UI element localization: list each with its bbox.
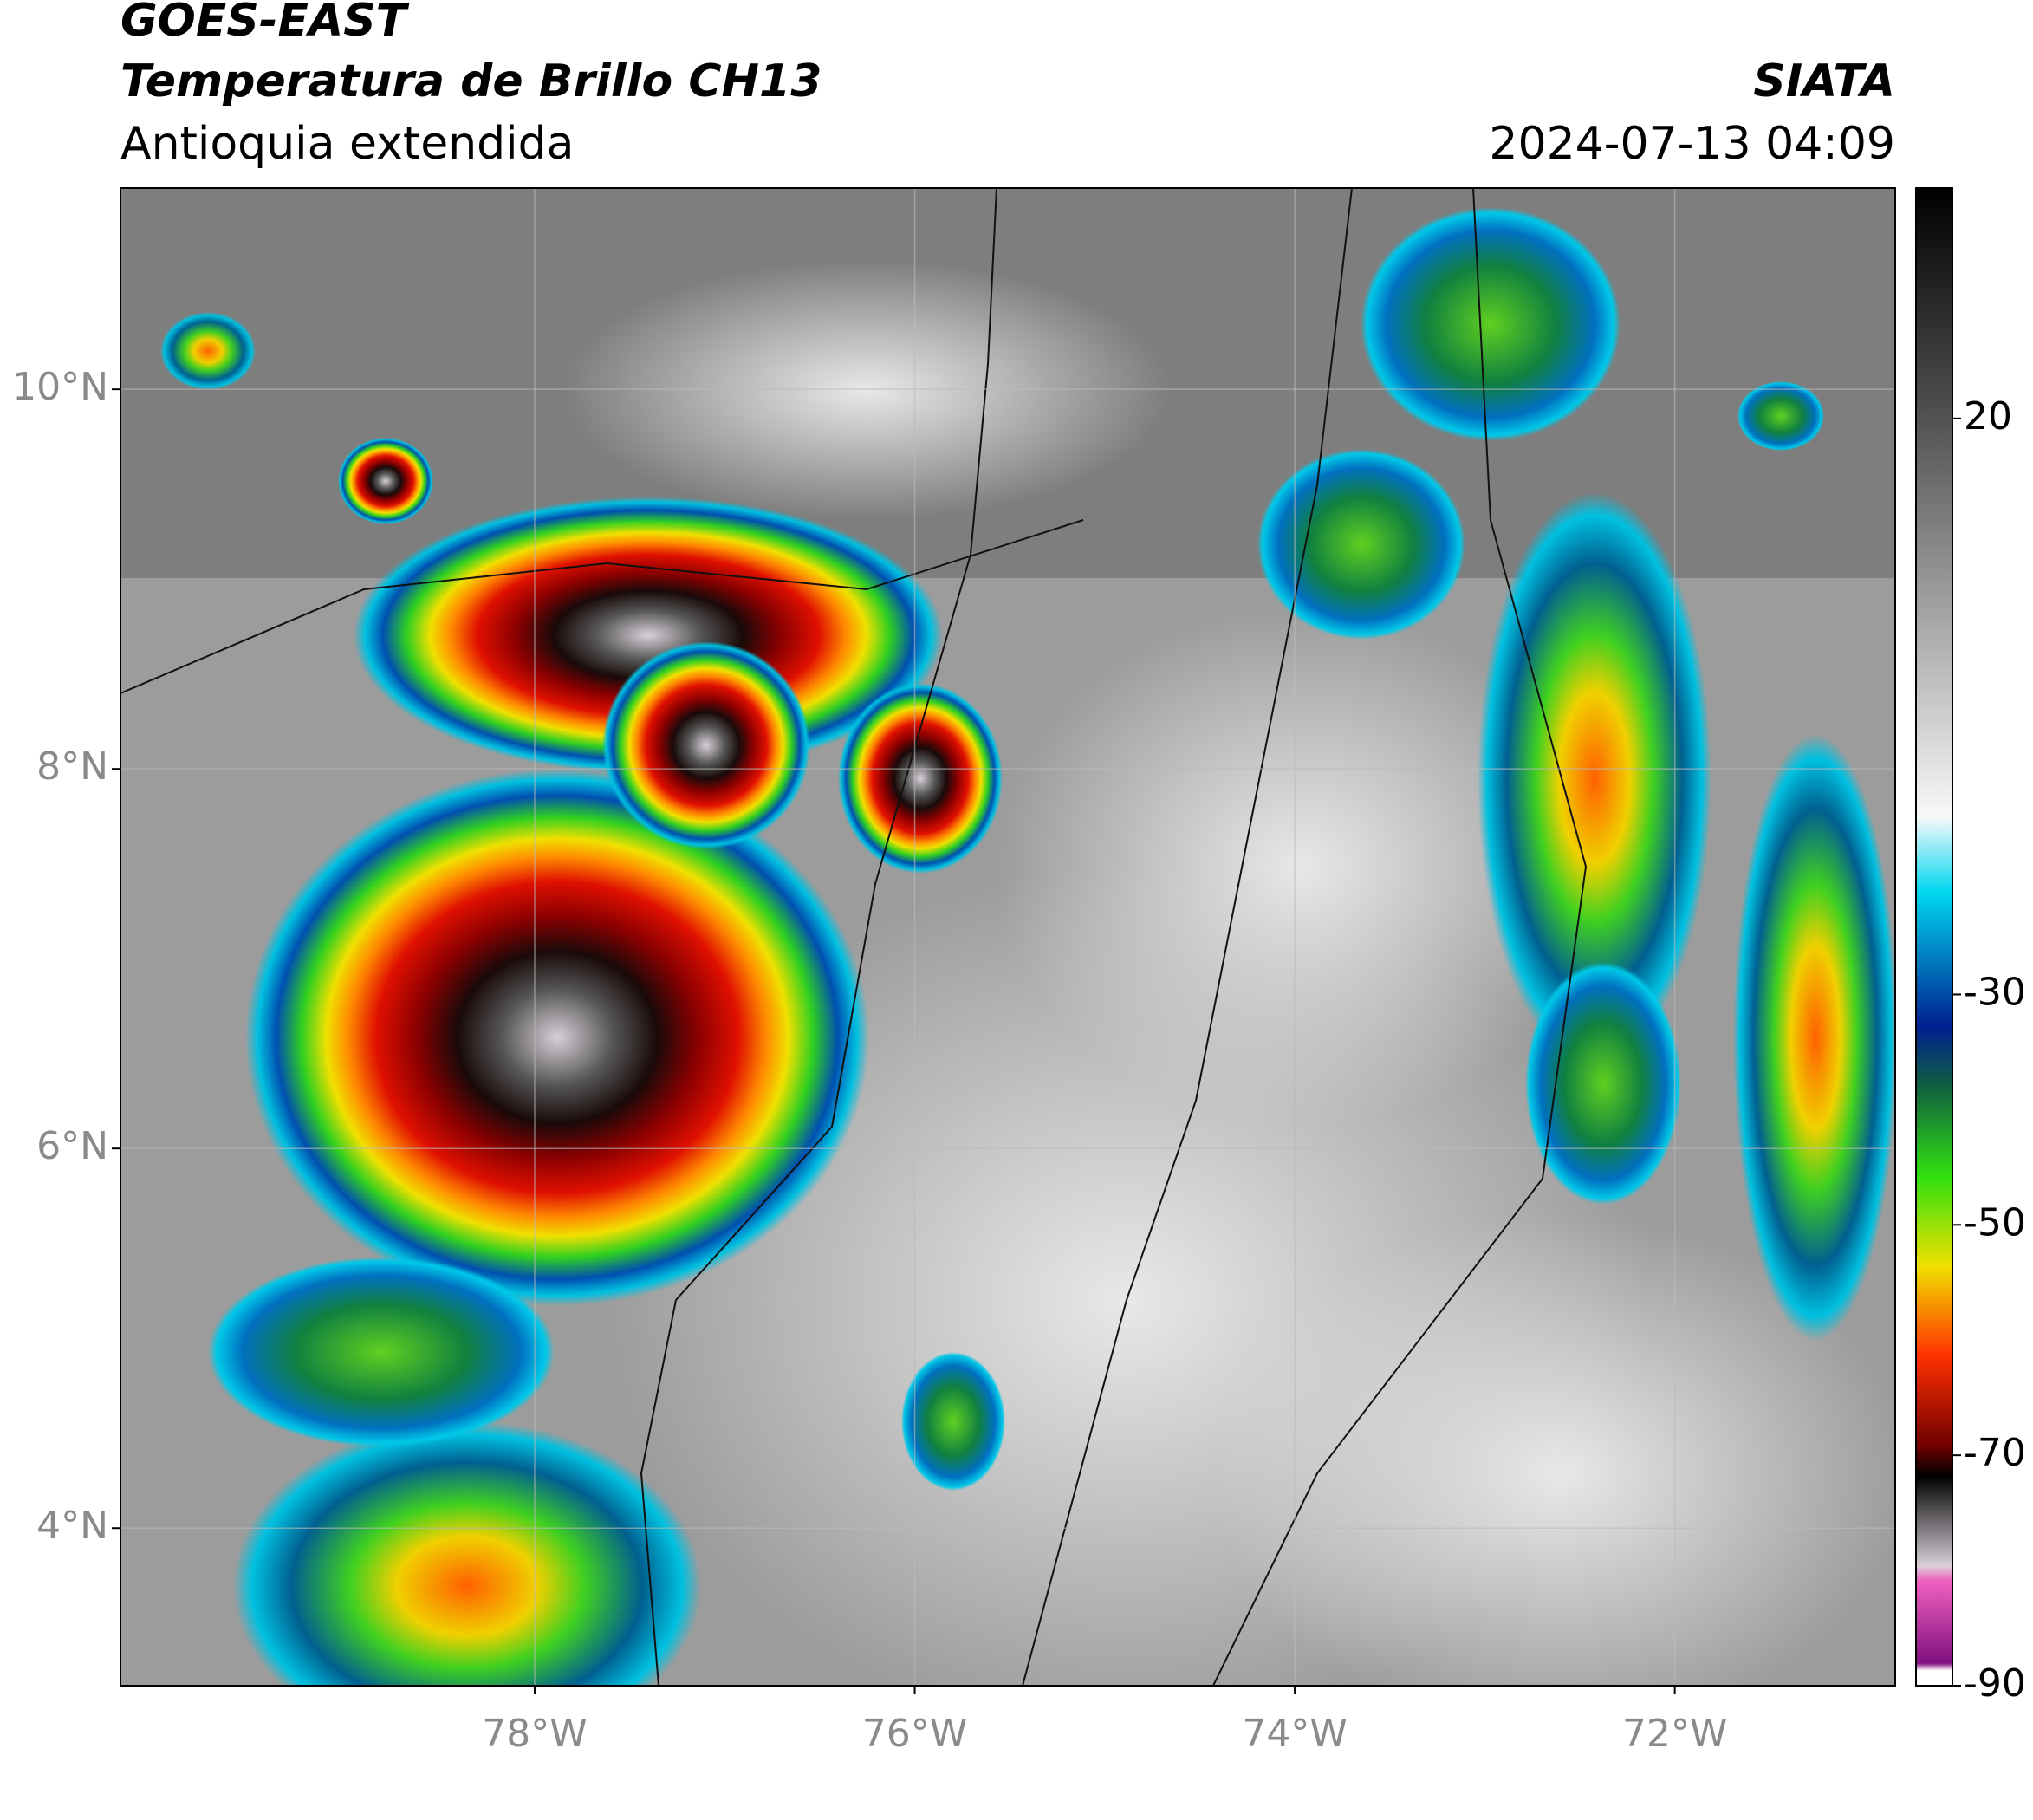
cloud-light xyxy=(1213,1213,1895,1686)
coast-line xyxy=(120,519,1084,694)
x-tick-label: 72°W xyxy=(1622,1712,1728,1756)
x-tick-label: 78°W xyxy=(482,1712,588,1756)
colorbar-tick-label: -50 xyxy=(1964,1200,2026,1245)
storm-cell xyxy=(1361,207,1621,441)
storm-cell xyxy=(160,312,256,390)
storm-cell xyxy=(1257,449,1465,640)
region-subtitle: Antioquia extendida xyxy=(120,118,575,170)
product-title: Temperatura de Brillo CH13 xyxy=(120,55,822,107)
y-tick-label: 10°N xyxy=(12,365,108,409)
storm-cell xyxy=(1733,734,1895,1341)
colorbar-tick-label: 20 xyxy=(1964,394,2012,439)
storm-cell xyxy=(901,1352,1005,1491)
storm-cell xyxy=(602,641,810,849)
map-frame xyxy=(120,187,1896,1687)
y-tick-label: 4°N xyxy=(36,1504,108,1548)
y-tick-label: 6°N xyxy=(36,1124,108,1168)
storm-cell xyxy=(245,769,869,1306)
y-tick-label: 8°N xyxy=(36,744,108,789)
source-label: SIATA xyxy=(1753,55,1895,107)
colorbar-tick-label: -90 xyxy=(1964,1661,2026,1706)
colorbar-tick-label: -30 xyxy=(1964,970,2026,1014)
storm-cell xyxy=(1737,381,1824,451)
cloud-light xyxy=(997,607,1603,1127)
cloud-light xyxy=(563,260,1170,520)
satellite-title: GOES-EAST xyxy=(120,0,410,47)
border-line xyxy=(1022,188,1353,1686)
colorbar-tick-label: -70 xyxy=(1964,1431,2026,1475)
timestamp: 2024-07-13 04:09 xyxy=(1489,118,1895,170)
storm-cell xyxy=(1478,492,1711,1064)
x-tick-label: 74°W xyxy=(1242,1712,1348,1756)
graticule xyxy=(120,188,1895,1686)
x-tick-label: 76°W xyxy=(862,1712,968,1756)
storm-cell xyxy=(208,1257,555,1447)
colorbar xyxy=(1915,187,1953,1687)
storm-cell xyxy=(838,683,1003,874)
border-line xyxy=(1212,188,1588,1686)
storm-cell xyxy=(338,438,433,524)
storm-cell xyxy=(233,1421,701,1686)
border-line xyxy=(640,188,997,1686)
storm-cell xyxy=(1525,962,1681,1205)
satellite-image xyxy=(120,188,1895,1686)
